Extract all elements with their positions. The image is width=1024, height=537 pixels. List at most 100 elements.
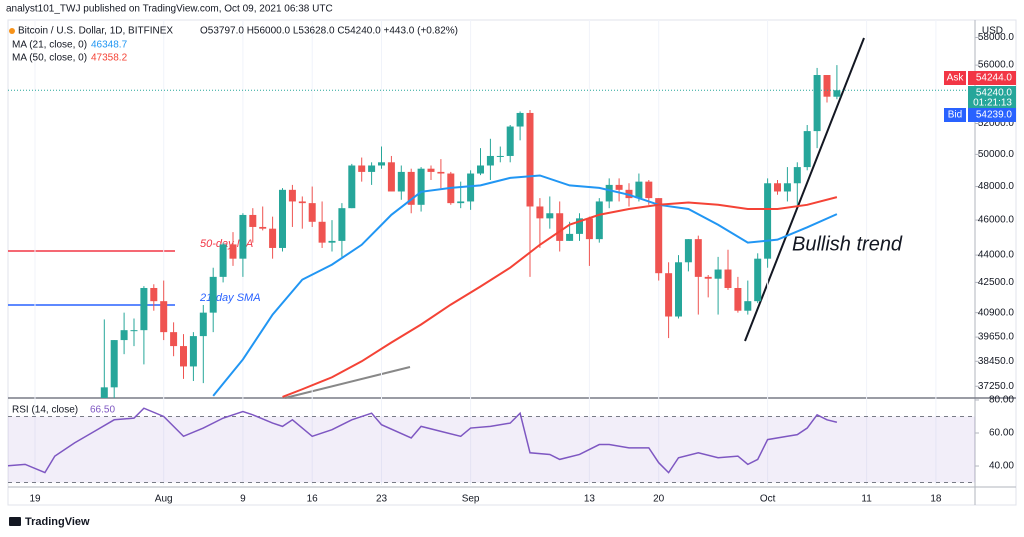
price-tag-value: 54244.0	[976, 73, 1013, 84]
candle-body	[219, 244, 227, 277]
moving-average	[212, 174, 838, 397]
candle-body	[417, 168, 425, 205]
candle-body	[437, 171, 445, 174]
y-tick-label: 40.00	[989, 461, 1014, 472]
x-tick-label: Sep	[462, 494, 480, 505]
x-tick-label: Aug	[155, 494, 173, 505]
candle-body	[526, 112, 534, 207]
candle-body	[754, 258, 762, 302]
candle-body	[378, 162, 385, 166]
candle-body	[189, 336, 197, 367]
legend-name: MA (21, close, 0)	[12, 40, 87, 51]
candle-body	[318, 221, 326, 243]
candle-body	[427, 168, 435, 172]
candle-body	[734, 287, 742, 311]
legend-value: 46348.7	[91, 40, 128, 51]
y-tick-label: 60.00	[989, 428, 1014, 439]
price-tag	[968, 108, 1016, 122]
y-tick-label: 56000.0	[978, 60, 1015, 71]
y-tick-label: 50000.0	[978, 149, 1015, 160]
tag-name: Ask	[947, 73, 965, 84]
candle-body	[645, 181, 653, 199]
price-tag-value: 54239.0	[976, 110, 1013, 121]
currency: USD	[982, 26, 1003, 37]
y-tick-label: 80.00	[989, 395, 1014, 406]
candle-body	[744, 301, 752, 311]
candle-body	[704, 276, 712, 279]
candle-body	[576, 218, 583, 234]
candle-body	[229, 244, 237, 259]
ohlc-legend: O53797.0 H56000.0 L53628.0 C54240.0 +443…	[200, 26, 458, 37]
candle-body	[328, 240, 336, 243]
moving-average	[282, 196, 838, 398]
candle-body	[833, 90, 841, 97]
candle-body	[615, 184, 623, 190]
candle-body	[813, 75, 821, 132]
candle-body	[496, 155, 504, 157]
candle-body	[368, 165, 376, 172]
candle-body	[100, 387, 108, 398]
x-tick-label: 23	[376, 494, 388, 505]
x-tick-label: 11	[861, 494, 872, 505]
candle-body	[150, 287, 158, 302]
y-tick-label: 48000.0	[978, 181, 1015, 192]
x-tick-label: 18	[930, 494, 942, 505]
x-tick-label: 13	[584, 494, 596, 505]
logo: TradingView	[9, 516, 90, 528]
candle-body	[348, 165, 356, 209]
y-tick-label: 46000.0	[978, 215, 1015, 226]
candle-body	[259, 226, 267, 229]
candle-body	[793, 167, 801, 184]
candle-body	[774, 183, 781, 192]
tag-name-box	[944, 108, 966, 122]
candle-body	[675, 262, 682, 317]
candle-body	[298, 201, 306, 204]
candle-body	[477, 165, 484, 174]
candle-body	[665, 273, 673, 317]
candle-body	[308, 203, 316, 222]
candle-body	[694, 239, 702, 277]
candle-body	[358, 165, 366, 172]
rsi-title: RSI (14, close)	[12, 405, 78, 416]
candle-body	[397, 171, 405, 192]
candle-body	[585, 218, 593, 240]
candle-body	[516, 112, 524, 127]
candle-body	[684, 239, 692, 263]
candle-body	[714, 269, 722, 279]
candle-body	[546, 213, 554, 219]
x-tick-label: 16	[307, 494, 319, 505]
trend-line	[744, 37, 865, 342]
candle-body	[279, 189, 286, 248]
frame	[7, 19, 1017, 506]
countdown: 01:21:13	[973, 98, 1012, 109]
candle-body	[170, 332, 178, 347]
price-tag	[968, 71, 1016, 85]
candle-body	[249, 214, 257, 227]
candle-body	[635, 181, 643, 199]
candle-body	[120, 330, 128, 341]
candle-body	[506, 126, 514, 156]
candle-body	[239, 214, 247, 259]
y-tick-label: 58000.0	[978, 32, 1015, 43]
candle-body	[556, 213, 564, 241]
candle-body	[655, 198, 663, 274]
candle-body	[803, 131, 811, 168]
footer: TradingView	[25, 516, 90, 528]
chart-title: Bitcoin / U.S. Dollar, 1D, BITFINEX	[18, 26, 173, 37]
rsi-value: 66.50	[90, 405, 115, 416]
x-tick-label: Oct	[760, 494, 776, 505]
candle-body	[160, 301, 168, 333]
candle-body	[764, 183, 772, 259]
candle-body	[387, 162, 395, 192]
rsi-pane	[8, 407, 975, 484]
annotation: 21-day SMA	[199, 292, 261, 304]
candle-body	[288, 189, 296, 202]
candle-body	[595, 201, 603, 240]
candle-body	[467, 173, 475, 202]
candle-body	[269, 228, 277, 248]
candle-body	[457, 201, 465, 204]
x-tick-label: 9	[240, 494, 246, 505]
price-tag-value: 54240.0	[976, 88, 1013, 99]
